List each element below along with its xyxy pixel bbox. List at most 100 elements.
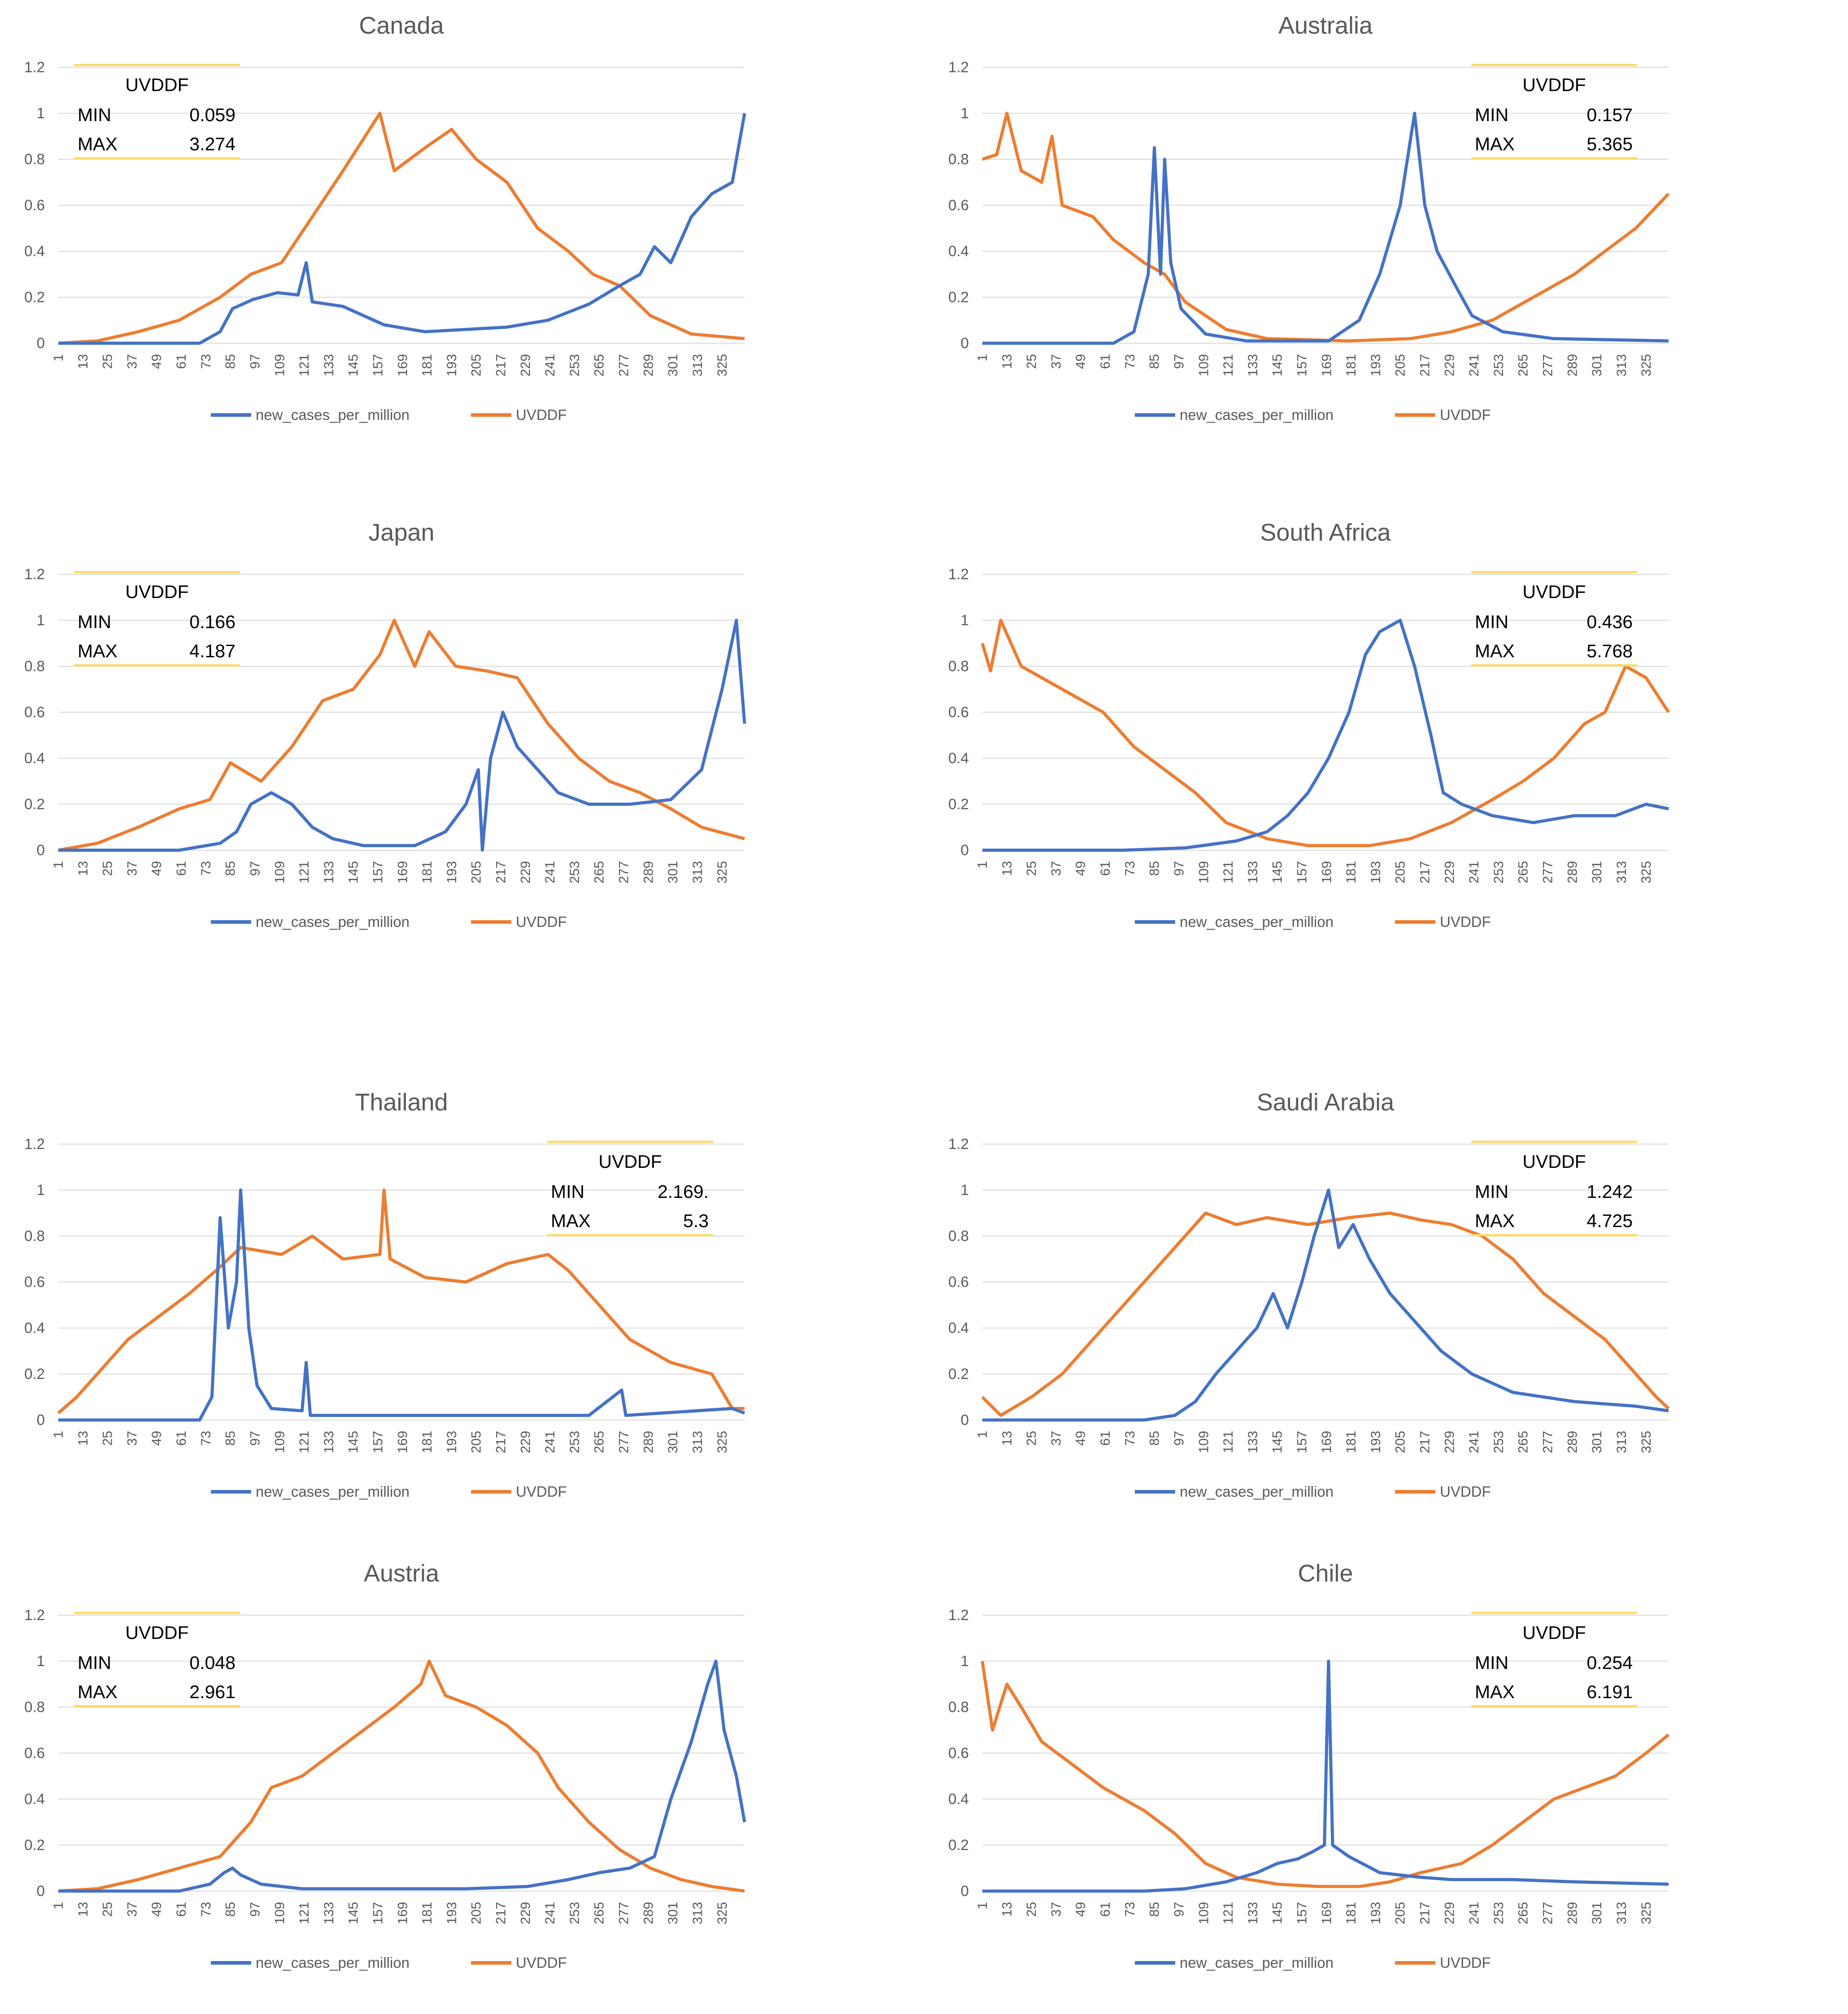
y-tick-label: 0.8 bbox=[24, 658, 45, 674]
x-tick-label: 1 bbox=[975, 861, 990, 869]
x-tick-label: 265 bbox=[592, 354, 607, 376]
y-tick-label: 0.2 bbox=[24, 1837, 45, 1853]
x-tick-label: 169 bbox=[1319, 861, 1334, 883]
box-max-value: 3.274 bbox=[189, 134, 235, 154]
x-tick-label: 313 bbox=[690, 861, 705, 883]
legend-label: UVDDF bbox=[516, 1483, 567, 1500]
legend: new_cases_per_million UVDDF bbox=[1135, 913, 1491, 930]
y-tick-label: 0.2 bbox=[24, 1366, 45, 1382]
series-line-uvddf bbox=[58, 619, 745, 852]
box-min-label: MIN bbox=[1475, 105, 1508, 125]
y-tick-label: 1.2 bbox=[24, 1136, 45, 1152]
y-tick-label: 0.4 bbox=[948, 1791, 969, 1807]
chart-title: South Africa bbox=[1260, 519, 1391, 546]
x-tick-label: 217 bbox=[494, 354, 509, 376]
x-tick-label: 205 bbox=[469, 354, 484, 376]
legend-label: new_cases_per_million bbox=[256, 913, 410, 930]
x-tick-label: 121 bbox=[297, 861, 312, 883]
legend-label: UVDDF bbox=[516, 1954, 567, 1971]
x-tick-label: 13 bbox=[76, 1431, 91, 1446]
x-tick-label: 301 bbox=[1590, 1431, 1604, 1453]
y-tick-label: 0 bbox=[961, 1411, 969, 1428]
x-tick-label: 325 bbox=[1639, 1431, 1654, 1453]
x-tick-label: 97 bbox=[1172, 861, 1186, 876]
chart-title: Chile bbox=[1298, 1560, 1353, 1587]
box-min-value: 0.059 bbox=[189, 105, 235, 125]
x-tick-label: 97 bbox=[248, 1902, 262, 1917]
y-tick-label: 1 bbox=[37, 1182, 45, 1198]
x-tick-label: 277 bbox=[617, 354, 632, 376]
x-tick-label: 313 bbox=[1614, 1902, 1629, 1924]
y-tick-label: 1.2 bbox=[24, 566, 45, 582]
y-tick-label: 1 bbox=[37, 612, 45, 629]
box-min-value: 2.169. bbox=[658, 1181, 709, 1202]
x-tick-label: 181 bbox=[420, 354, 435, 376]
y-tick-label: 1 bbox=[37, 105, 45, 122]
y-tick-label: 0.6 bbox=[24, 197, 45, 214]
legend-label: UVDDF bbox=[1440, 913, 1491, 930]
x-tick-label: 301 bbox=[1590, 1902, 1604, 1924]
x-tick-label: 193 bbox=[1369, 354, 1383, 376]
y-tick-label: 0.2 bbox=[948, 289, 969, 306]
chart-panel-canada: Canada 0 0.2 0.4 0.6 0.8 1 1.2 1 13 25 37 49 61 73 85 97… bbox=[0, 0, 924, 449]
x-tick-label: 265 bbox=[1516, 354, 1531, 376]
box-min-value: 0.048 bbox=[189, 1652, 235, 1673]
box-min-value: 1.242 bbox=[1586, 1181, 1633, 1202]
x-tick-label: 217 bbox=[494, 861, 509, 883]
x-tick-label: 205 bbox=[1393, 354, 1408, 376]
x-tick-label: 289 bbox=[641, 1431, 656, 1453]
y-tick-label: 0.2 bbox=[948, 1837, 969, 1853]
x-tick-label: 169 bbox=[1319, 1431, 1334, 1453]
legend-label: new_cases_per_million bbox=[256, 1954, 410, 1971]
x-tick-label: 277 bbox=[1541, 1902, 1556, 1924]
y-tick-label: 0 bbox=[961, 335, 969, 351]
x-tick-label: 145 bbox=[346, 1902, 361, 1924]
x-tick-label: 133 bbox=[1246, 861, 1260, 883]
x-tick-label: 121 bbox=[297, 1902, 312, 1924]
x-tick-label: 61 bbox=[1098, 861, 1113, 876]
series-line-uvddf bbox=[981, 619, 1670, 848]
box-max-label: MAX bbox=[78, 134, 118, 154]
x-tick-label: 241 bbox=[1467, 1431, 1482, 1453]
x-tick-label: 301 bbox=[666, 1902, 680, 1924]
box-max-label: MAX bbox=[78, 641, 118, 661]
x-tick-label: 277 bbox=[1541, 354, 1556, 376]
box-max-label: MAX bbox=[1475, 1682, 1515, 1702]
x-tick-label: 157 bbox=[1294, 1431, 1309, 1453]
y-tick-label: 0.8 bbox=[948, 658, 969, 674]
legend: new_cases_per_million UVDDF bbox=[211, 406, 567, 423]
x-tick-label: 49 bbox=[149, 354, 164, 369]
box-min-label: MIN bbox=[1475, 612, 1508, 632]
x-tick-label: 73 bbox=[1123, 354, 1138, 369]
legend: new_cases_per_million UVDDF bbox=[211, 1483, 567, 1500]
x-tick-label: 25 bbox=[100, 861, 115, 876]
x-tick-label: 313 bbox=[690, 1902, 705, 1924]
box-header: UVDDF bbox=[125, 1622, 188, 1643]
x-tick-label: 121 bbox=[1221, 1902, 1236, 1924]
x-tick-label: 97 bbox=[248, 861, 262, 876]
x-tick-label: 13 bbox=[1000, 861, 1015, 876]
x-tick-label: 73 bbox=[199, 861, 214, 876]
x-tick-label: 73 bbox=[199, 354, 214, 369]
x-tick-label: 253 bbox=[567, 1431, 582, 1453]
x-tick-label: 157 bbox=[1294, 861, 1309, 883]
box-max-value: 2.961 bbox=[189, 1682, 235, 1702]
x-tick-label: 145 bbox=[346, 1431, 361, 1453]
box-min-label: MIN bbox=[78, 1652, 111, 1673]
x-tick-label: 169 bbox=[1319, 354, 1334, 376]
chart-panel-australia: Australia 0 0.2 0.4 0.6 0.8 1 1.2 1 13 25 37 49 61 73 8… bbox=[924, 0, 1848, 449]
y-tick-label: 0 bbox=[961, 842, 969, 858]
x-tick-label: 289 bbox=[641, 861, 656, 883]
x-tick-label: 325 bbox=[1639, 861, 1654, 883]
uvddf-minmax-box: UVDDF MIN 1.242 MAX 4.725 bbox=[1471, 1140, 1637, 1236]
x-tick-label: 25 bbox=[1024, 354, 1039, 369]
x-tick-label: 13 bbox=[76, 861, 91, 876]
x-tick-label: 49 bbox=[1073, 861, 1088, 876]
y-tick-label: 0.6 bbox=[948, 1274, 969, 1290]
x-tick-label: 157 bbox=[370, 1902, 385, 1924]
x-tick-label: 49 bbox=[1073, 354, 1088, 369]
x-tick-label: 229 bbox=[1442, 1902, 1457, 1924]
x-tick-label: 121 bbox=[297, 1431, 312, 1453]
x-tick-label: 181 bbox=[1344, 1431, 1359, 1453]
x-tick-label: 325 bbox=[715, 354, 730, 376]
